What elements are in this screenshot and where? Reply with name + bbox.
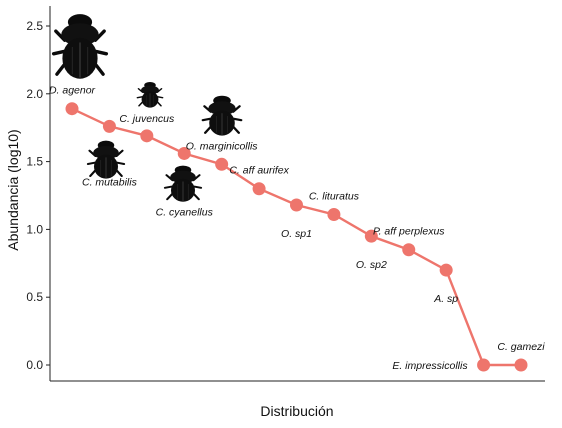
species-label: E. impressicollis [392, 360, 468, 372]
series-line [65, 102, 528, 372]
beetle-icon [163, 165, 203, 202]
y-tick-label: 2.0 [26, 87, 43, 101]
beetle-icon [201, 95, 243, 136]
species-label: C. aff aurifex [229, 165, 289, 177]
species-labels: D. agenor C. mutabilis C. juvencus C. cyane… [49, 85, 545, 372]
data-point [327, 207, 341, 221]
data-point [439, 263, 453, 277]
species-label: A. sp [433, 293, 458, 305]
data-point [402, 243, 416, 257]
species-label: D. agenor [49, 85, 96, 97]
data-point [290, 198, 303, 212]
data-point [65, 102, 79, 116]
y-tick-label: 0.0 [26, 358, 43, 372]
x-axis-title: Distribución [260, 403, 333, 419]
data-point [102, 119, 116, 133]
y-tick-label: 1.0 [26, 222, 43, 236]
species-label: O. sp2 [356, 259, 387, 271]
beetle-icon [86, 140, 126, 179]
data-point [477, 358, 491, 372]
species-label: C. cyanellus [156, 206, 214, 218]
species-label: O. marginicollis [186, 140, 259, 152]
y-tick-label: 0.5 [26, 290, 43, 304]
y-axis-title: Abundancia (log10) [5, 129, 21, 250]
data-point [177, 146, 191, 160]
data-point [514, 358, 528, 372]
species-label: O. sp1 [281, 228, 312, 240]
data-point [215, 157, 229, 171]
beetle-icons [51, 14, 243, 202]
species-label: C. juvencus [119, 113, 175, 125]
beetle-icon [51, 14, 109, 79]
y-tick-label: 2.5 [26, 19, 43, 33]
y-axis: 0.0 0.5 1.0 1.5 2.0 2.5 [26, 6, 51, 381]
species-label: C. mutabilis [82, 176, 138, 188]
species-label: P. aff perplexus [373, 226, 445, 238]
data-point [364, 229, 378, 243]
data-point [140, 129, 154, 143]
beetle-icon [136, 81, 164, 108]
y-ticks: 0.0 0.5 1.0 1.5 2.0 2.5 [26, 19, 50, 372]
data-point [252, 182, 266, 196]
species-label: C. gamezi [497, 341, 545, 353]
y-tick-label: 1.5 [26, 155, 43, 169]
species-label: C. lituratus [309, 190, 360, 202]
